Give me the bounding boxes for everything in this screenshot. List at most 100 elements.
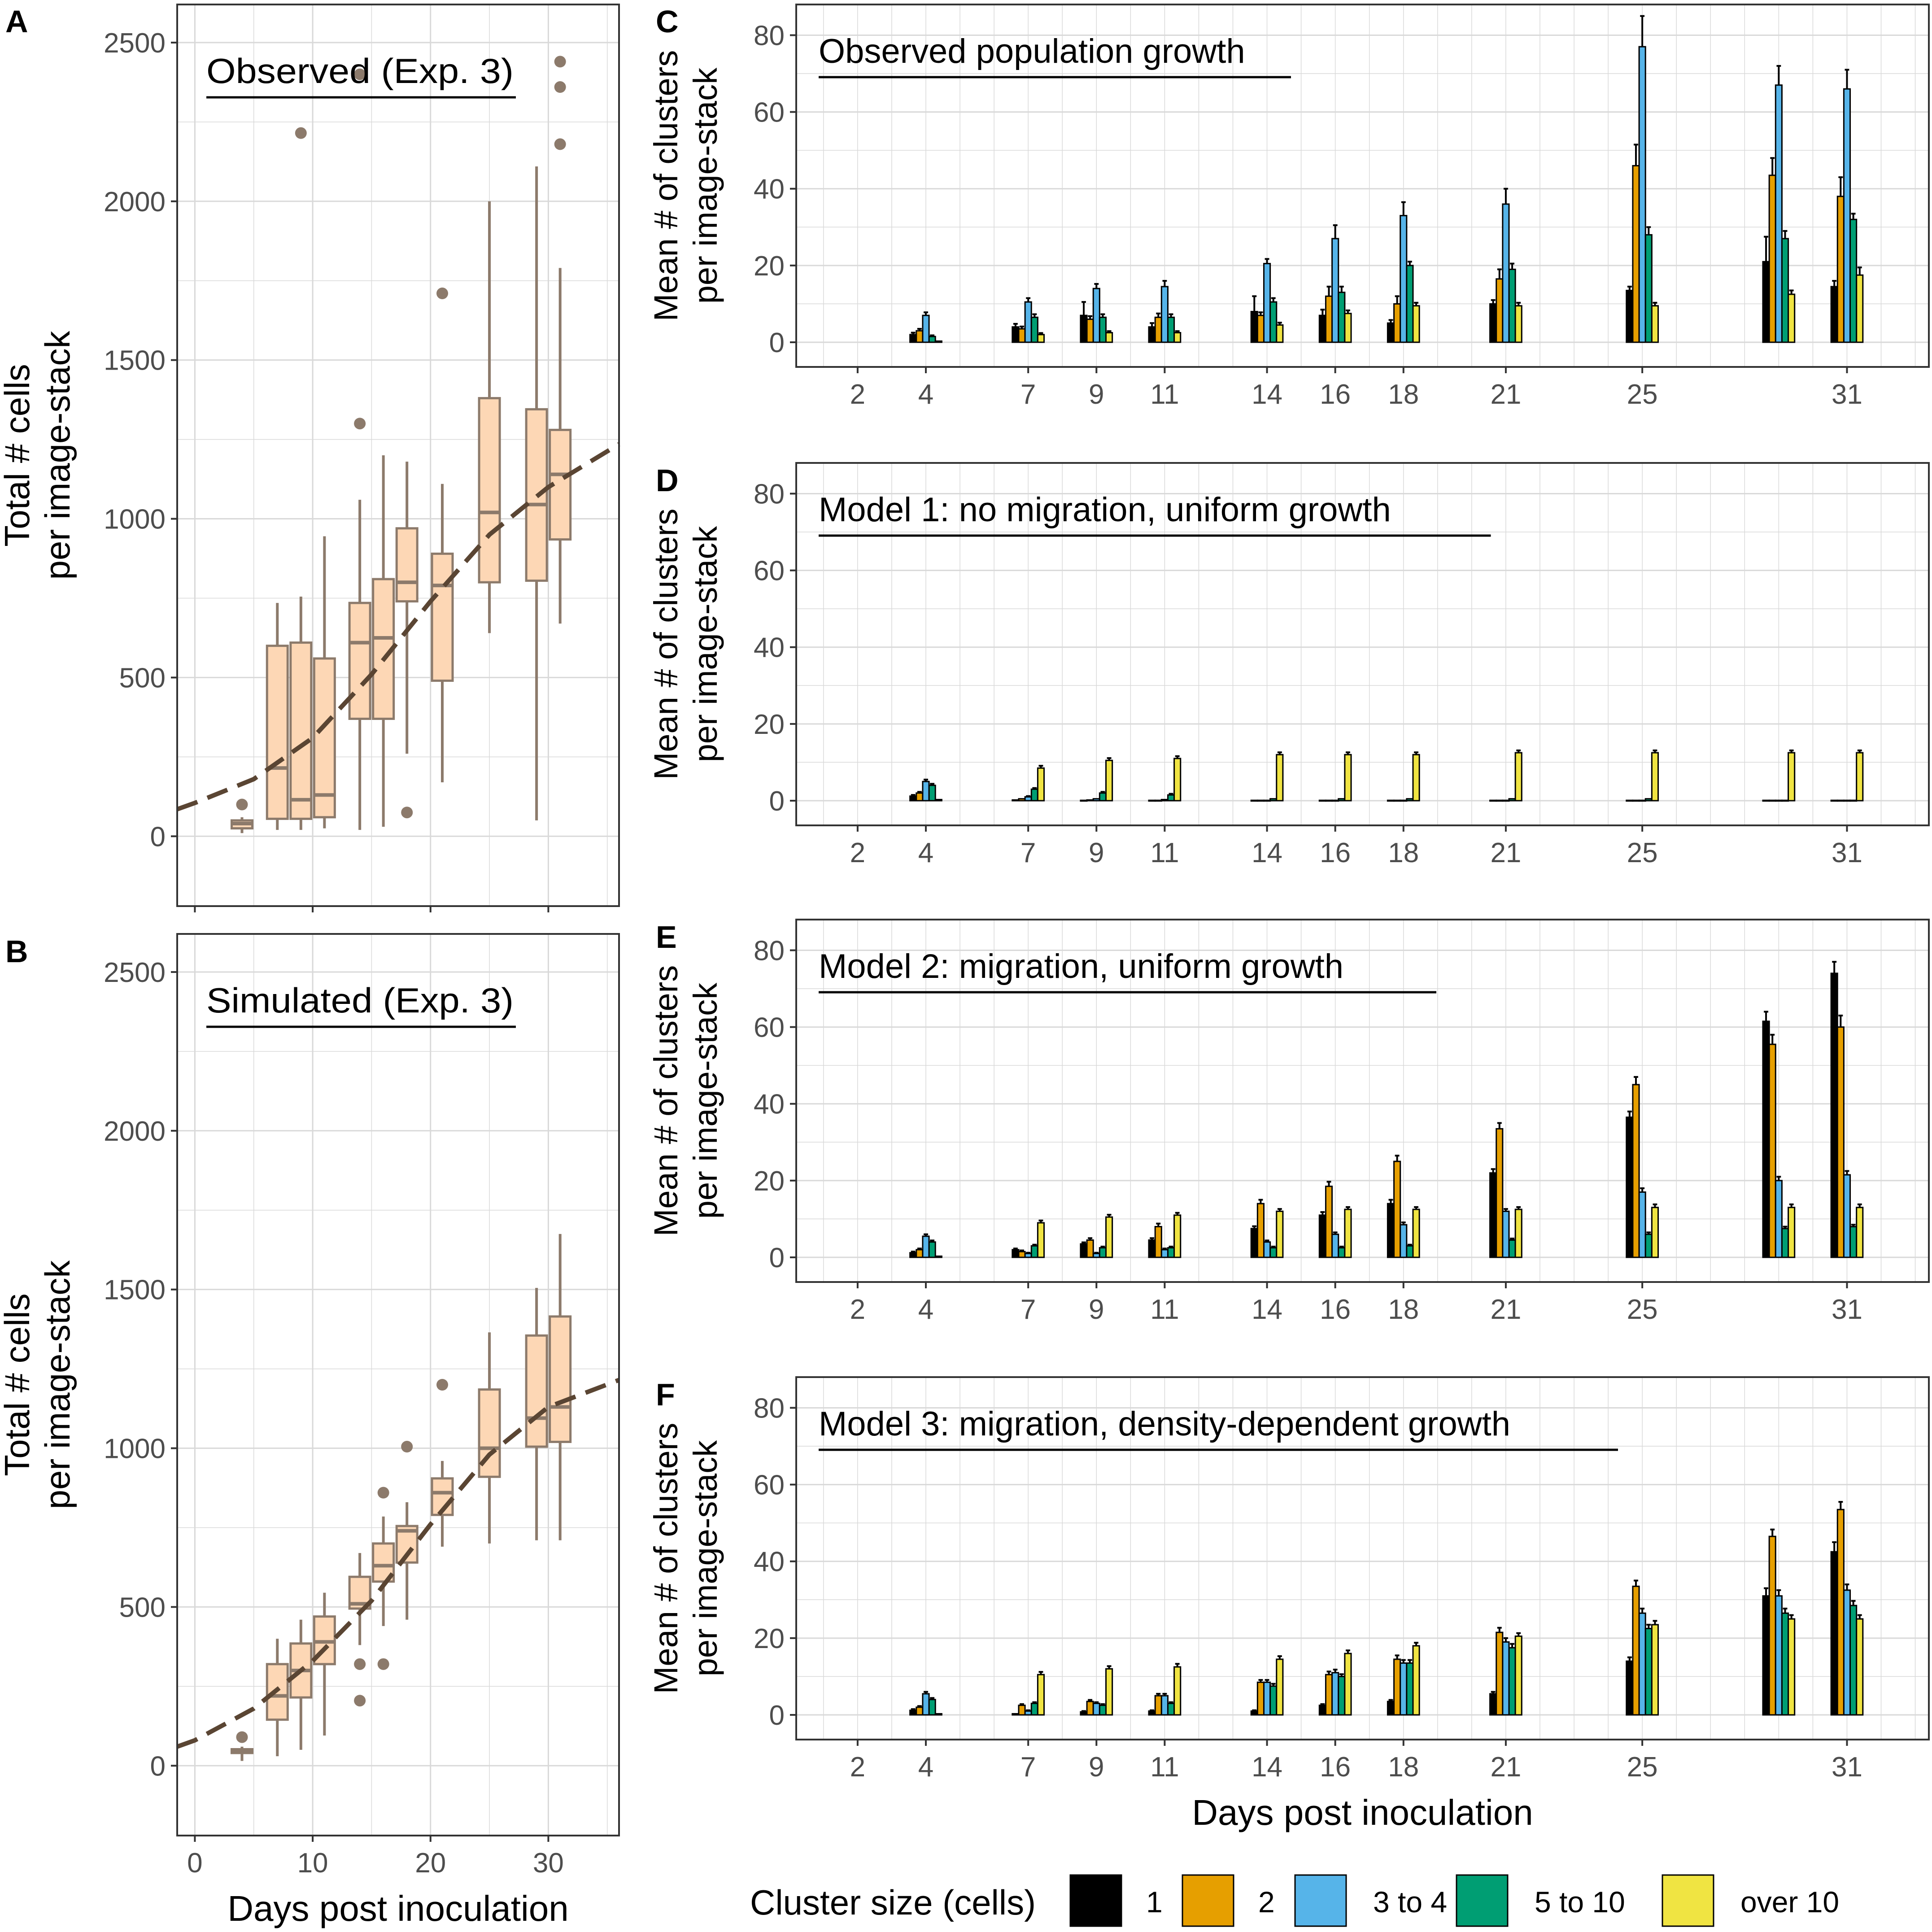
bar <box>1406 1662 1414 1716</box>
bar-group-day-16 <box>1318 224 1352 343</box>
bar <box>1836 799 1845 802</box>
bar <box>1508 1647 1516 1716</box>
bar <box>1269 798 1278 802</box>
bar <box>1632 799 1640 802</box>
bar <box>1256 1203 1265 1258</box>
bar <box>1788 752 1796 802</box>
bar-group-day-18 <box>1387 1155 1420 1258</box>
panel-title: Simulated (Exp. 3) <box>206 981 514 1020</box>
bar <box>934 1713 942 1716</box>
bar <box>1024 1252 1032 1258</box>
bar <box>1080 314 1088 343</box>
bar <box>1276 754 1284 802</box>
x-tick-label: 16 <box>1320 837 1351 868</box>
x-tick-label: 7 <box>1021 1752 1036 1783</box>
bar <box>1030 788 1038 802</box>
bar <box>922 1235 930 1258</box>
bar <box>1263 1681 1271 1716</box>
bar <box>1400 799 1408 802</box>
bar <box>1762 1595 1770 1716</box>
legend-label: 2 <box>1258 1885 1275 1919</box>
bar <box>1387 1701 1395 1716</box>
bar <box>1092 1702 1100 1716</box>
bar <box>1781 799 1789 802</box>
box <box>431 552 454 682</box>
x-tick-label: 14 <box>1252 1294 1282 1325</box>
bar <box>1830 973 1838 1258</box>
x-tick-label: 0 <box>187 1848 202 1879</box>
x-tick-label: 9 <box>1089 379 1104 410</box>
bar <box>1651 1207 1659 1258</box>
bar-group-day-4 <box>909 311 942 343</box>
x-tick-label: 25 <box>1627 1294 1658 1325</box>
outlier-point <box>354 418 366 430</box>
x-tick-label: 21 <box>1490 379 1521 410</box>
bar <box>1514 752 1522 802</box>
panel-f: 0 20 40 60 80 2 4 7 9 11 14 16 18 21 25 31 Model 3: migr… <box>647 1376 1930 1832</box>
bar <box>1099 792 1107 802</box>
bar <box>1626 1116 1634 1258</box>
bar <box>1406 798 1414 802</box>
bar <box>1037 1674 1045 1716</box>
x-tick-label: 9 <box>1089 1294 1104 1325</box>
bar-group-day-16 <box>1318 1181 1352 1258</box>
bar <box>1496 278 1504 343</box>
bar <box>1318 1705 1326 1716</box>
bar <box>1173 332 1182 343</box>
x-tick-label: 16 <box>1320 1752 1351 1783</box>
panel-letter: A <box>5 4 28 39</box>
bar <box>1489 1693 1497 1716</box>
y-tick-label: 20 <box>754 251 785 282</box>
bar <box>1276 324 1284 343</box>
bar <box>1843 88 1851 343</box>
bar-group-day-11 <box>1148 1663 1182 1716</box>
bar <box>1412 1645 1420 1716</box>
box-day-25 <box>478 201 501 633</box>
bar-group-day-18 <box>1387 751 1420 802</box>
outlier-point <box>354 1695 366 1707</box>
bar <box>1400 215 1408 343</box>
y-tick-label: 2000 <box>104 1116 166 1147</box>
bar <box>1092 798 1100 802</box>
x-tick-label: 18 <box>1388 1752 1419 1783</box>
bar <box>922 314 930 343</box>
bar <box>1148 1710 1156 1716</box>
bar <box>1788 1207 1796 1258</box>
bar <box>1836 1026 1845 1258</box>
bar <box>922 781 930 802</box>
x-tick-label: 31 <box>1832 837 1862 868</box>
bar <box>1344 754 1352 802</box>
y-tick-label: 60 <box>754 556 785 587</box>
bar <box>1638 799 1646 802</box>
legend-item: 3 to 4 <box>1294 1874 1447 1927</box>
legend-swatch <box>1069 1874 1122 1927</box>
bar <box>1030 316 1038 343</box>
bar <box>1018 1251 1026 1258</box>
y-axis-label-line1: Mean # of clusters <box>647 509 685 780</box>
x-tick-label: 31 <box>1832 379 1862 410</box>
bar <box>1160 286 1169 343</box>
bar-group-day-14 <box>1250 1655 1284 1716</box>
bar <box>1325 1674 1333 1716</box>
bar <box>1318 1214 1326 1258</box>
bar <box>1338 798 1346 802</box>
bar <box>1856 1207 1864 1258</box>
outlier-point <box>554 81 566 93</box>
bar <box>1037 334 1045 343</box>
panel-border <box>176 933 620 1836</box>
bar <box>1412 754 1420 802</box>
x-tick-label: 2 <box>850 379 865 410</box>
x-tick-label: 4 <box>918 379 933 410</box>
bar <box>928 336 936 343</box>
y-tick-label: 20 <box>754 1623 785 1654</box>
y-tick-label: 0 <box>769 1243 785 1273</box>
x-tick-label: 10 <box>297 1848 328 1879</box>
x-tick-label: 7 <box>1021 379 1036 410</box>
bar <box>1154 1695 1162 1716</box>
bar-group-day-29 <box>1762 749 1796 802</box>
bar <box>1644 234 1653 343</box>
bar <box>1338 292 1346 343</box>
legend-swatch <box>1662 1874 1714 1927</box>
bar <box>1514 1208 1522 1258</box>
panel-letter: E <box>656 920 677 955</box>
